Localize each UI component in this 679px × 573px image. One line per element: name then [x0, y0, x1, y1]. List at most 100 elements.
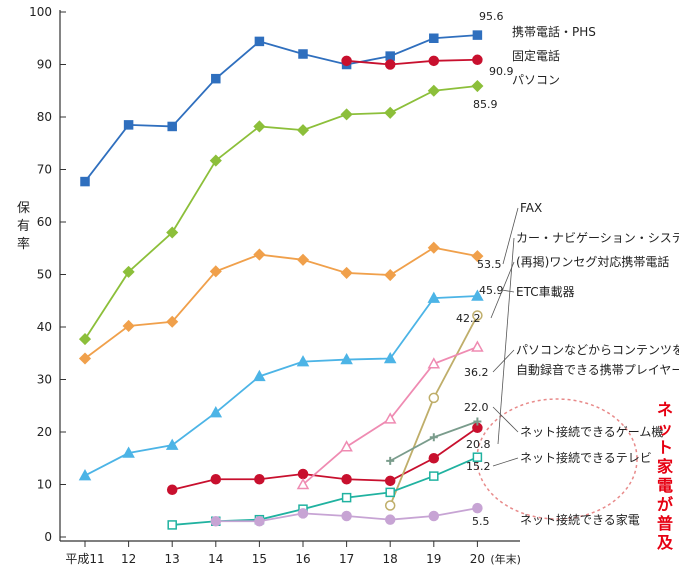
x-tick-label: 15: [252, 552, 267, 566]
data-point: [122, 319, 135, 333]
data-point: [428, 453, 440, 464]
highlight-ellipse: [476, 398, 638, 520]
marker-shape: [122, 265, 135, 278]
marker-shape: [296, 477, 310, 490]
x-tick-label: 17: [339, 552, 354, 566]
series-name-label: ネット接続できるテレビ: [520, 450, 652, 465]
y-tick-label: 100: [29, 5, 52, 19]
data-point: [122, 265, 135, 278]
end-value-label: 36.2: [464, 366, 489, 379]
data-point: [341, 510, 352, 522]
data-point: [122, 446, 135, 458]
end-value-label: 5.5: [472, 515, 490, 528]
y-tick-label: 0: [44, 530, 52, 544]
marker-shape: [384, 475, 396, 487]
data-point: [428, 392, 440, 404]
data-point: [80, 176, 90, 187]
data-point: [253, 369, 266, 382]
series-line: [84, 246, 478, 360]
marker-shape: [122, 319, 135, 333]
data-point: [386, 456, 395, 465]
marker-shape: [123, 120, 134, 130]
x-tick-label: 13: [165, 552, 180, 566]
data-point: [383, 412, 397, 424]
series-name-label: (再掲)ワンセグ対応携帯電話: [516, 254, 669, 269]
marker-shape: [254, 516, 265, 527]
marker-shape: [429, 471, 439, 481]
marker-shape: [471, 79, 484, 93]
marker-shape: [341, 474, 352, 485]
y-tick-label: 30: [37, 373, 52, 387]
marker-shape: [210, 474, 222, 485]
data-point: [472, 502, 483, 514]
data-point: [429, 33, 439, 43]
data-point: [427, 357, 441, 369]
end-value-label: 90.9: [489, 65, 514, 78]
data-point: [78, 333, 92, 346]
data-point: [383, 351, 397, 364]
data-point: [165, 438, 179, 450]
marker-shape: [167, 520, 177, 530]
marker-shape: [78, 352, 92, 365]
x-tick-label: 14: [208, 552, 223, 566]
marker-shape: [80, 176, 90, 187]
marker-shape: [471, 250, 484, 263]
data-point: [427, 84, 440, 97]
data-point: [209, 265, 222, 278]
data-point: [254, 474, 265, 485]
marker-shape: [427, 357, 441, 369]
end-value-label: 85.9: [473, 98, 498, 111]
series-line: [346, 58, 478, 66]
marker-shape: [385, 487, 395, 498]
marker-shape: [209, 154, 222, 167]
side-annotation: ネット家電が普及: [656, 400, 673, 552]
leader-line: [492, 457, 519, 467]
data-point: [298, 49, 308, 59]
series-name-label: カー・ナビゲーション・システム: [516, 231, 679, 245]
data-point: [211, 73, 221, 84]
marker-shape: [297, 468, 309, 480]
marker-shape: [296, 253, 310, 266]
marker-shape: [340, 353, 353, 365]
marker-shape: [429, 433, 438, 442]
marker-shape: [253, 120, 266, 133]
data-point: [429, 471, 439, 481]
data-point: [471, 79, 484, 93]
end-value-label: 53.5: [477, 258, 502, 271]
marker-shape: [383, 412, 397, 424]
series-name-label: 自動録音できる携帯プレイヤー: [516, 362, 679, 377]
marker-shape: [209, 265, 222, 278]
y-tick-label: 90: [37, 58, 52, 72]
data-point: [210, 516, 222, 527]
marker-shape: [296, 124, 310, 137]
data-point: [78, 352, 92, 365]
marker-shape: [341, 55, 352, 67]
y-axis-label: 保有率: [17, 201, 30, 252]
marker-shape: [384, 106, 397, 119]
marker-shape: [472, 452, 483, 462]
marker-shape: [340, 266, 353, 279]
data-point: [429, 433, 438, 442]
marker-shape: [253, 248, 266, 261]
data-point: [384, 475, 396, 487]
data-point: [471, 250, 484, 263]
data-point: [254, 516, 265, 527]
marker-shape: [471, 340, 484, 352]
x-tick-label: 20: [470, 552, 485, 566]
series-name-label: パソコンなどからコンテンツを: [516, 343, 679, 357]
data-point: [296, 477, 310, 490]
data-point: [209, 154, 222, 167]
data-point: [472, 30, 483, 40]
data-point: [296, 124, 310, 137]
marker-shape: [166, 484, 178, 495]
data-point: [167, 520, 177, 530]
series-name-label: FAX: [520, 201, 542, 215]
y-tick-label: 60: [37, 215, 52, 229]
marker-shape: [340, 440, 353, 452]
series-name-label: 固定電話: [512, 48, 560, 63]
data-point: [297, 508, 309, 519]
series-name-label: ETC車載器: [516, 285, 575, 299]
marker-shape: [122, 446, 135, 458]
data-point: [166, 226, 179, 239]
